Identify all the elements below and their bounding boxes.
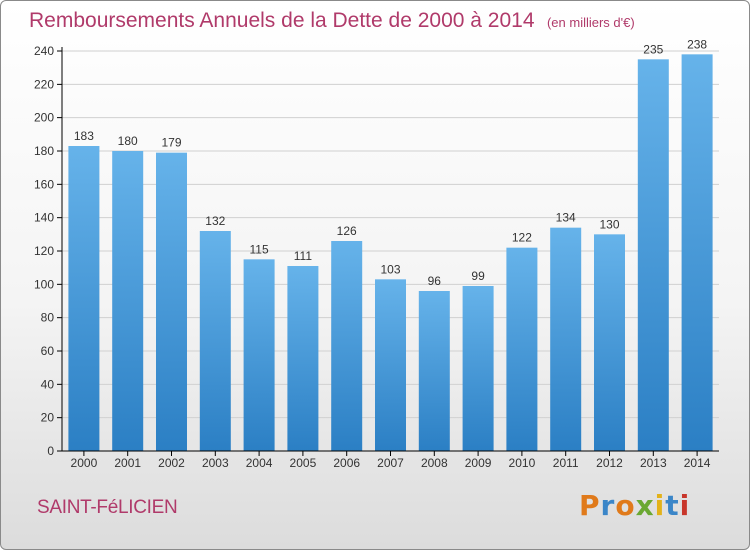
bar-value-label: 238 (687, 37, 707, 51)
logo-letter: o (615, 489, 636, 522)
bar (112, 151, 144, 451)
y-tick-label: 0 (47, 444, 54, 458)
x-tick-label: 2001 (114, 456, 141, 470)
axes (57, 47, 719, 456)
x-tick-label: 2003 (202, 456, 229, 470)
x-tick-label: 2005 (290, 456, 317, 470)
bar-value-label: 96 (428, 274, 442, 288)
bar (506, 247, 538, 451)
bar-value-label: 99 (471, 269, 485, 283)
logo-letter: t (665, 489, 680, 522)
bar (243, 259, 275, 451)
x-tick-label: 2006 (333, 456, 360, 470)
bar (156, 152, 187, 451)
bar (68, 146, 100, 451)
y-tick-label: 160 (34, 177, 54, 191)
y-tick-label: 200 (34, 111, 54, 125)
bar (462, 286, 494, 451)
x-tick-label: 2000 (71, 456, 98, 470)
logo-letter: P (579, 489, 601, 522)
bar (199, 231, 231, 451)
title-line: Remboursements Annuels de la Dette de 20… (29, 9, 635, 33)
bar-value-label: 103 (380, 262, 400, 276)
bar-value-label: 126 (337, 224, 357, 238)
y-tick-label: 120 (34, 244, 54, 258)
bar-value-label: 179 (161, 136, 181, 150)
y-tick-label: 220 (34, 77, 54, 91)
bar-value-label: 235 (643, 42, 663, 56)
y-tick-label: 100 (34, 277, 54, 291)
x-tick-label: 2014 (684, 456, 711, 470)
bar (418, 291, 450, 451)
bar (550, 227, 582, 451)
x-tick-label: 2009 (465, 456, 492, 470)
bar-value-label: 122 (512, 231, 532, 245)
chart-subtitle: (en milliers d'€) (546, 15, 635, 30)
bar (594, 234, 625, 451)
bar-value-label: 132 (205, 214, 225, 228)
bar (637, 59, 669, 451)
x-tick-label: 2004 (246, 456, 273, 470)
x-tick-label: 2008 (421, 456, 448, 470)
bar-value-label: 134 (556, 211, 576, 225)
y-tick-label: 60 (41, 344, 55, 358)
town-name: SAINT-FéLICIEN (37, 497, 178, 518)
bar (287, 266, 319, 451)
labels: 0 20 40 60 80 100 120 140 160 180 200 220 240 183 2000… (34, 37, 711, 470)
logo-letter: i (654, 489, 666, 522)
x-tick-label: 2013 (640, 456, 667, 470)
y-tick-label: 80 (41, 311, 55, 325)
bar-value-label: 130 (599, 217, 619, 231)
bar-value-label: 115 (250, 242, 269, 256)
bar-value-label: 183 (74, 129, 94, 143)
proxiti-logo: Proxiti (579, 489, 690, 522)
y-tick-label: 240 (34, 44, 54, 58)
chart-title: Remboursements Annuels de la Dette de 20… (29, 9, 535, 32)
x-tick-label: 2011 (553, 456, 579, 470)
logo-letter: x (635, 489, 655, 522)
logo-letter: r (600, 489, 616, 522)
y-tick-label: 180 (34, 144, 54, 158)
x-tick-label: 2012 (596, 456, 623, 470)
bar (331, 241, 363, 451)
y-tick-label: 40 (41, 377, 55, 391)
bar-value-label: 111 (294, 249, 313, 263)
x-tick-label: 2002 (158, 456, 185, 470)
logo-letter: i (679, 489, 691, 522)
bar-value-label: 180 (118, 134, 138, 148)
x-tick-label: 2007 (377, 456, 404, 470)
y-tick-label: 140 (34, 211, 54, 225)
bar (681, 54, 713, 451)
bar (375, 279, 406, 451)
y-tick-label: 20 (41, 411, 55, 425)
bars (68, 54, 713, 451)
x-tick-label: 2010 (509, 456, 536, 470)
